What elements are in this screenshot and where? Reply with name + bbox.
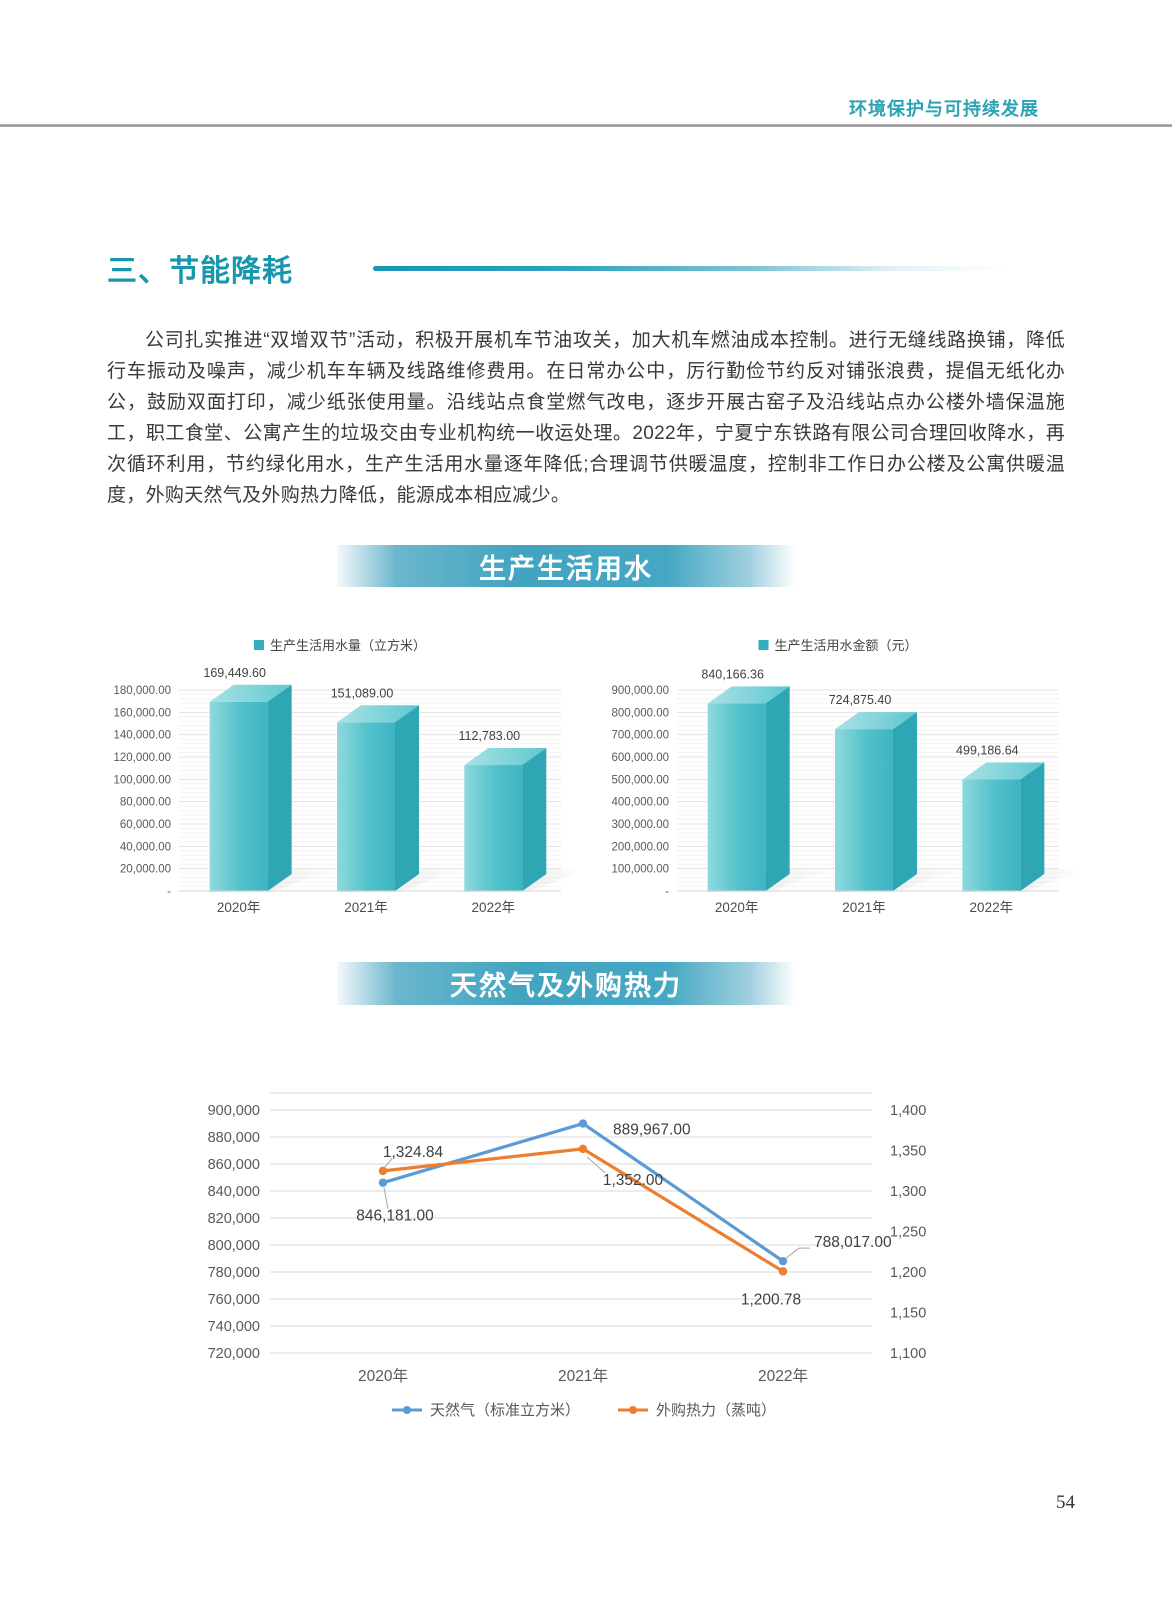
svg-text:860,000: 860,000 [208,1157,260,1173]
gas-heat-line-chart: 900,000 880,000 860,000 840,000 820,000 800,0… [208,1092,926,1419]
svg-text:1,324.84: 1,324.84 [383,1144,444,1161]
svg-text:180,000.00: 180,000.00 [113,685,171,697]
svg-text:169,449.60: 169,449.60 [203,666,266,680]
svg-text:780,000: 780,000 [208,1265,260,1281]
section-title-rule [373,265,1013,271]
svg-text:2020年: 2020年 [217,900,261,915]
water-banner-label: 生产生活用水 [479,553,653,584]
svg-text:840,166.36: 840,166.36 [701,667,764,681]
svg-text:1,150: 1,150 [890,1306,926,1322]
svg-text:2021年: 2021年 [344,900,388,915]
svg-text:900,000: 900,000 [208,1103,260,1119]
svg-text:40,000.00: 40,000.00 [120,841,171,853]
water-banner: 生产生活用水 [337,545,795,587]
svg-text:1,200: 1,200 [890,1265,926,1281]
svg-text:-: - [665,886,669,898]
svg-text:760,000: 760,000 [208,1292,260,1308]
svg-text:1,100: 1,100 [890,1346,926,1362]
body-paragraph: 公司扎实推进“双增双节”活动，积极开展机车节油攻关，加大机车燃油成本控制。进行无… [107,330,1065,506]
svg-text:600,000.00: 600,000.00 [611,752,669,764]
svg-text:20,000.00: 20,000.00 [120,864,171,876]
svg-text:外购热力（蒸吨）: 外购热力（蒸吨） [656,1402,776,1419]
svg-text:1,350: 1,350 [890,1144,926,1160]
svg-text:820,000: 820,000 [208,1211,260,1227]
svg-text:生产生活用水量（立方米）: 生产生活用水量（立方米） [270,638,426,653]
page-header-title: 环境保护与可持续发展 [849,99,1039,119]
svg-text:1,250: 1,250 [890,1225,926,1241]
svg-text:840,000: 840,000 [208,1184,260,1200]
svg-text:500,000.00: 500,000.00 [611,774,669,786]
svg-text:112,783.00: 112,783.00 [459,729,521,743]
svg-text:120,000.00: 120,000.00 [113,752,171,764]
svg-text:2022年: 2022年 [472,900,516,915]
svg-text:100,000.00: 100,000.00 [611,864,669,876]
svg-text:140,000.00: 140,000.00 [113,730,171,742]
svg-text:300,000.00: 300,000.00 [611,819,669,831]
svg-text:1,352.00: 1,352.00 [603,1172,664,1189]
svg-text:100,000.00: 100,000.00 [113,774,171,786]
water-cost-bar-chart: 生产生活用水金额（元） 900,000.00 800,000.00 700,000.0… [611,638,1073,915]
svg-text:400,000.00: 400,000.00 [611,797,669,809]
water-volume-bar-chart: 生产生活用水量（立方米） 180,000.00 160,000.00 140,000.… [113,638,575,915]
svg-text:499,186.64: 499,186.64 [956,744,1019,758]
svg-text:151,089.00: 151,089.00 [331,686,394,700]
svg-text:2021年: 2021年 [842,900,886,915]
svg-text:天然气（标准立方米）: 天然气（标准立方米） [430,1402,580,1419]
svg-text:2020年: 2020年 [358,1367,408,1385]
svg-text:160,000.00: 160,000.00 [113,707,171,719]
svg-text:1,400: 1,400 [890,1103,926,1119]
svg-text:生产生活用水金额（元）: 生产生活用水金额（元） [775,638,918,653]
section-title: 三、节能降耗 [107,255,293,288]
svg-text:740,000: 740,000 [208,1319,260,1335]
svg-text:889,967.00: 889,967.00 [613,1122,691,1139]
svg-text:720,000: 720,000 [208,1346,260,1362]
svg-text:788,017.00: 788,017.00 [814,1234,892,1251]
gas-heat-banner: 天然气及外购热力 [337,962,795,1005]
svg-text:1,200.78: 1,200.78 [741,1291,801,1308]
svg-text:880,000: 880,000 [208,1130,260,1146]
svg-text:-: - [167,886,171,898]
page-number: 54 [1056,1492,1075,1513]
svg-text:724,875.40: 724,875.40 [829,693,892,707]
svg-text:2020年: 2020年 [715,900,759,915]
gas-heat-banner-label: 天然气及外购热力 [450,971,682,1001]
svg-text:700,000.00: 700,000.00 [611,730,669,742]
svg-text:846,181.00: 846,181.00 [356,1208,434,1225]
header-rule [0,124,1172,127]
svg-text:2022年: 2022年 [970,900,1014,915]
svg-text:800,000: 800,000 [208,1238,260,1254]
svg-text:60,000.00: 60,000.00 [120,819,171,831]
svg-text:80,000.00: 80,000.00 [120,797,171,809]
svg-text:2021年: 2021年 [558,1367,608,1385]
svg-text:200,000.00: 200,000.00 [611,841,669,853]
svg-text:900,000.00: 900,000.00 [611,685,669,697]
section-heading-row: 三、节能降耗 [107,246,1112,290]
water-charts-row: 生产生活用水量（立方米） 180,000.00 160,000.00 140,000.… [105,628,1073,933]
svg-text:1,300: 1,300 [890,1184,926,1200]
svg-text:2022年: 2022年 [758,1367,808,1385]
svg-text:800,000.00: 800,000.00 [611,707,669,719]
